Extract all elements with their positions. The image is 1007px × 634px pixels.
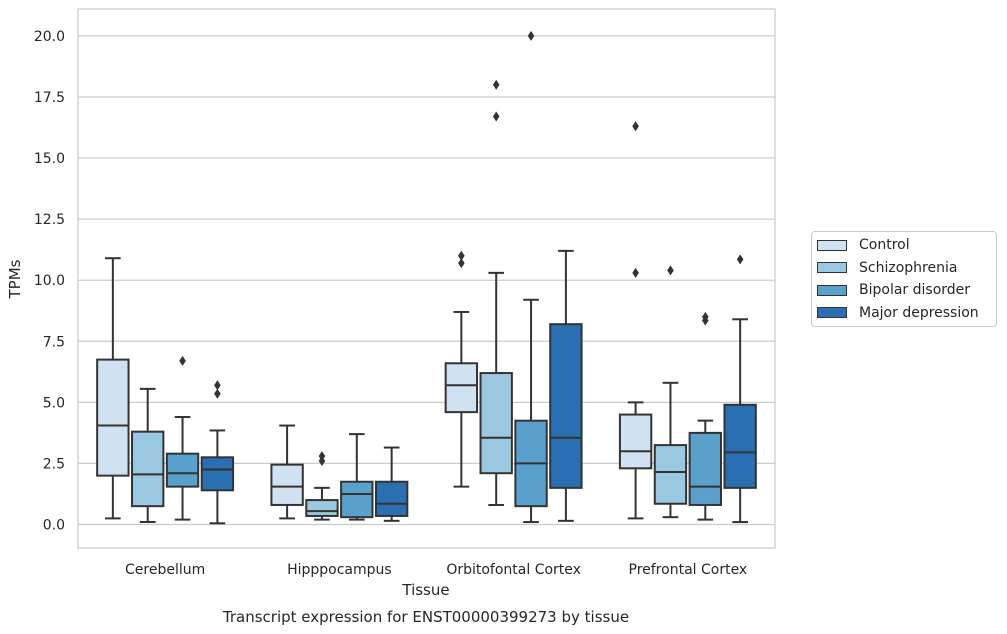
x-tick-label: Hipppocampus xyxy=(287,562,392,578)
y-tick-label: 10.0 xyxy=(34,273,65,289)
legend-label: Bipolar disorder xyxy=(859,282,971,299)
iqr-box xyxy=(618,413,653,470)
legend-swatch xyxy=(817,307,847,319)
y-tick-label: 5.0 xyxy=(43,395,65,411)
legend: Control Schizophrenia Bipolar disorder Majo… xyxy=(811,231,997,327)
iqr-box xyxy=(131,430,165,508)
legend-swatch xyxy=(817,239,847,251)
iqr-box xyxy=(165,452,200,488)
x-tick-label: Orbitofontal Cortex xyxy=(446,562,581,578)
iqr-box xyxy=(723,403,757,489)
box-schizophrenia-1 xyxy=(305,451,339,521)
y-tick-label: 20.0 xyxy=(34,29,65,45)
outlier-point xyxy=(318,451,326,462)
y-tick-labels: 0.0 2.5 5.0 7.5 10.0 12.5 15.0 17.5 20.0 xyxy=(34,29,65,534)
box-control-1 xyxy=(270,424,304,520)
box-control-3 xyxy=(618,121,653,520)
outlier-point xyxy=(632,267,639,278)
iqr-box xyxy=(270,463,304,506)
box-major-depression-0 xyxy=(200,380,235,525)
x-axis-label: Tissue xyxy=(401,581,449,599)
outlier-point xyxy=(214,380,221,391)
plot-frame xyxy=(77,8,776,549)
y-tick-label: 0.0 xyxy=(43,518,65,534)
iqr-box xyxy=(549,323,583,489)
chart-title: Transcript expression for ENST0000039927… xyxy=(222,608,629,626)
outlier-point xyxy=(736,254,744,265)
iqr-box xyxy=(374,480,409,517)
outlier-point xyxy=(702,311,709,322)
iqr-box xyxy=(479,372,513,475)
iqr-box xyxy=(444,362,479,414)
legend-swatch xyxy=(817,262,847,274)
legend-item: Bipolar disorder xyxy=(812,279,996,302)
outlier-point xyxy=(179,355,186,366)
outlier-point xyxy=(214,388,221,399)
box-major-depression-3 xyxy=(723,254,757,524)
box-control-2 xyxy=(444,250,479,488)
iqr-box xyxy=(653,444,688,505)
box-schizophrenia-0 xyxy=(131,387,165,524)
box-schizophrenia-3 xyxy=(653,265,688,519)
box-schizophrenia-2 xyxy=(479,79,513,506)
y-tick-label: 15.0 xyxy=(34,151,65,167)
y-tick-label: 12.5 xyxy=(34,212,65,228)
outlier-point xyxy=(492,79,500,90)
box-major-depression-2 xyxy=(549,249,583,522)
legend-swatch xyxy=(817,284,847,296)
legend-item: Schizophrenia xyxy=(812,257,996,280)
outlier-point xyxy=(527,30,535,41)
legend-label: Control xyxy=(859,237,910,254)
outlier-point xyxy=(632,121,639,132)
outlier-point xyxy=(492,111,500,122)
outlier-point xyxy=(458,258,465,269)
iqr-box xyxy=(688,431,722,506)
x-tick-labels: Cerebellum Hipppocampus Orbitofontal Corte… xyxy=(125,562,747,578)
box-bipolar-disorder-3 xyxy=(688,311,722,521)
box-bipolar-disorder-0 xyxy=(165,355,200,521)
legend-label: Major depression xyxy=(859,304,979,321)
legend-item: Control xyxy=(812,234,996,257)
iqr-box xyxy=(340,480,374,519)
box-bipolar-disorder-1 xyxy=(340,433,374,521)
box-control-0 xyxy=(96,257,130,520)
iqr-box xyxy=(96,358,130,477)
x-tick-label: Prefrontal Cortex xyxy=(629,562,748,578)
y-tick-label: 7.5 xyxy=(43,334,65,350)
iqr-box xyxy=(305,499,339,517)
outlier-point xyxy=(667,265,674,276)
iqr-box xyxy=(200,456,235,492)
legend-item: Major depression xyxy=(812,302,996,325)
legend-label: Schizophrenia xyxy=(859,259,958,276)
y-tick-label: 2.5 xyxy=(43,456,65,472)
y-tick-label: 17.5 xyxy=(34,90,65,106)
y-axis-label: TPMs xyxy=(6,259,24,299)
outlier-point xyxy=(458,250,465,261)
box-major-depression-1 xyxy=(374,446,409,522)
boxes-layer xyxy=(96,30,757,525)
x-tick-label: Cerebellum xyxy=(125,562,205,578)
box-bipolar-disorder-2 xyxy=(514,30,548,524)
